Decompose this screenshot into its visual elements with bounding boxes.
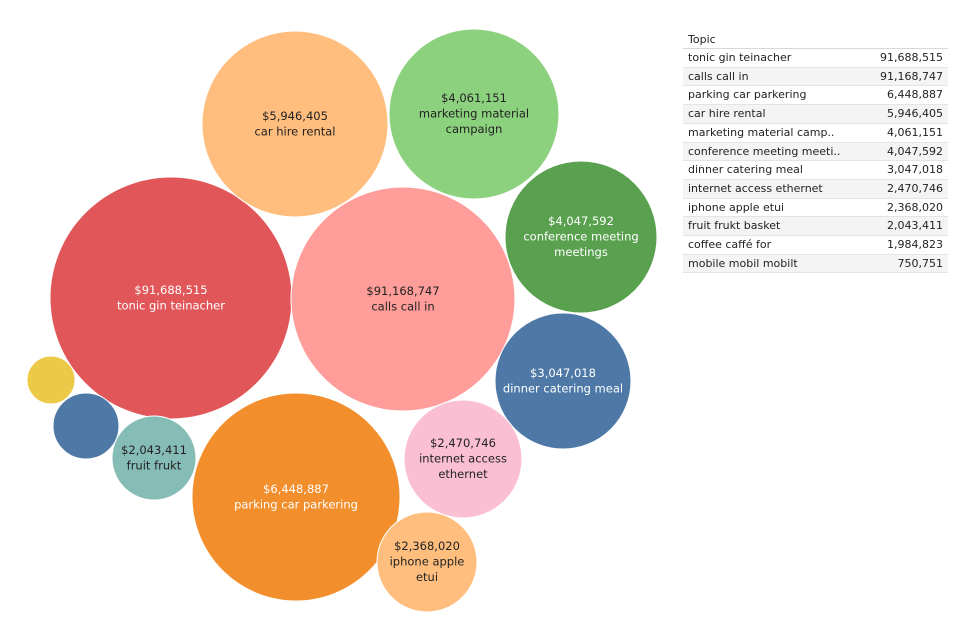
bubble-circle bbox=[191, 392, 401, 602]
value-cell: 1,984,823 bbox=[865, 235, 948, 255]
value-cell: 6,448,887 bbox=[865, 85, 948, 106]
value-cell: 91,688,515 bbox=[865, 48, 948, 68]
bubble-circle bbox=[111, 415, 197, 501]
bubble-value-label: $2,470,746 bbox=[430, 436, 496, 450]
bubble-value-label: $2,368,020 bbox=[394, 539, 460, 553]
bubble-value-label: $3,047,018 bbox=[530, 366, 596, 380]
topic-table: Topic tonic gin teinacher 91,688,515 call… bbox=[683, 30, 948, 274]
topic-cell: car hire rental bbox=[683, 104, 866, 124]
table-row[interactable]: conference meeting meeti.. 4,047,592 bbox=[683, 142, 948, 162]
bubble-circle bbox=[26, 355, 76, 405]
bubble-circle bbox=[504, 160, 658, 314]
bubble-circle bbox=[494, 312, 632, 450]
bubble-topic-label: internet access bbox=[419, 452, 507, 466]
table-row[interactable]: fruit frukt basket 2,043,411 bbox=[683, 216, 948, 237]
bubble-topic-label: conference meeting bbox=[523, 230, 638, 244]
bubble-circle bbox=[290, 186, 516, 412]
topic-column-header: Topic bbox=[683, 30, 948, 49]
table-row[interactable]: parking car parkering 6,448,887 bbox=[683, 85, 948, 106]
value-cell: 5,946,405 bbox=[865, 104, 948, 124]
bubble-circle bbox=[376, 511, 478, 613]
topic-cell: tonic gin teinacher bbox=[683, 48, 866, 68]
table-header-row: Topic bbox=[683, 30, 948, 49]
bubble-topic-label: iphone apple bbox=[390, 555, 465, 569]
bubble-topic-label: fruit frukt bbox=[127, 458, 182, 472]
table-row[interactable]: tonic gin teinacher 91,688,515 bbox=[683, 48, 948, 68]
bubble-value-label: $91,168,747 bbox=[366, 284, 439, 298]
topic-cell: coffee caffé for bbox=[683, 235, 866, 255]
topic-cell: internet access ethernet bbox=[683, 179, 866, 199]
table-row[interactable]: mobile mobil mobilt 750,751 bbox=[683, 254, 948, 274]
table-row[interactable]: iphone apple etui 2,368,020 bbox=[683, 198, 948, 218]
bubble-topic-label: etui bbox=[416, 570, 438, 584]
bubble-topic-label: meetings bbox=[554, 245, 608, 259]
bubble-circle bbox=[52, 392, 120, 460]
table-row[interactable]: internet access ethernet 2,470,746 bbox=[683, 179, 948, 199]
topic-cell: parking car parkering bbox=[683, 85, 866, 106]
bubble-circle bbox=[403, 399, 523, 519]
topic-cell: iphone apple etui bbox=[683, 198, 866, 218]
table-row[interactable]: car hire rental 5,946,405 bbox=[683, 104, 948, 124]
bubble-circle bbox=[201, 30, 389, 218]
table-row[interactable]: calls call in 91,168,747 bbox=[683, 67, 948, 87]
bubble-mobile-mobil-mobilt[interactable] bbox=[26, 355, 76, 405]
table-row[interactable]: coffee caffé for 1,984,823 bbox=[683, 235, 948, 255]
value-cell: 4,047,592 bbox=[865, 142, 948, 162]
bubble-coffee-caffe-for[interactable] bbox=[52, 392, 120, 460]
topic-cell: calls call in bbox=[683, 67, 866, 87]
bubble-value-label: $5,946,405 bbox=[262, 109, 328, 123]
bubble-value-label: $91,688,515 bbox=[134, 283, 207, 297]
value-cell: 2,043,411 bbox=[865, 216, 948, 237]
bubble-value-label: $4,047,592 bbox=[548, 214, 614, 228]
bubble-topic-label: ethernet bbox=[438, 467, 488, 481]
value-cell: 3,047,018 bbox=[865, 160, 948, 180]
value-cell: 2,470,746 bbox=[865, 179, 948, 199]
value-cell: 4,061,151 bbox=[865, 123, 948, 143]
topic-cell: dinner catering meal bbox=[683, 160, 866, 180]
bubble-topic-label: dinner catering meal bbox=[503, 381, 623, 395]
bubble-topic-label: parking car parkering bbox=[234, 497, 358, 511]
bubble-topic-label: car hire rental bbox=[254, 124, 335, 138]
topic-cell: marketing material camp.. bbox=[683, 123, 866, 143]
bubble-topic-label: tonic gin teinacher bbox=[117, 298, 225, 312]
value-cell: 91,168,747 bbox=[865, 67, 948, 87]
bubble-circle bbox=[388, 28, 560, 200]
table-row[interactable]: marketing material camp.. 4,061,151 bbox=[683, 123, 948, 143]
bubble-topic-label: marketing material bbox=[419, 107, 529, 121]
topic-cell: conference meeting meeti.. bbox=[683, 142, 866, 162]
bubble-value-label: $2,043,411 bbox=[121, 443, 187, 457]
topic-cell: mobile mobil mobilt bbox=[683, 254, 866, 274]
table-row[interactable]: dinner catering meal 3,047,018 bbox=[683, 160, 948, 180]
value-cell: 2,368,020 bbox=[865, 198, 948, 218]
bubble-topic-label: calls call in bbox=[371, 299, 434, 313]
topic-cell: fruit frukt basket bbox=[683, 216, 866, 237]
bubble-topic-label: campaign bbox=[446, 122, 503, 136]
bubble-value-label: $6,448,887 bbox=[263, 482, 329, 496]
bubble-value-label: $4,061,151 bbox=[441, 91, 507, 105]
value-cell: 750,751 bbox=[865, 254, 948, 274]
